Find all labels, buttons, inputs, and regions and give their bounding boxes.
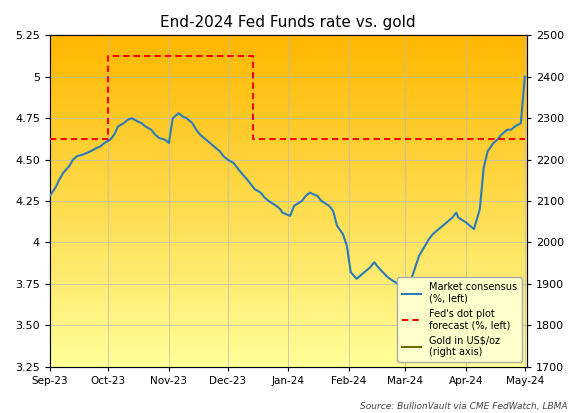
Title: End-2024 Fed Funds rate vs. gold: End-2024 Fed Funds rate vs. gold [160, 15, 416, 30]
Text: Source: BullionVault via CME FedWatch, LBMA: Source: BullionVault via CME FedWatch, L… [360, 402, 567, 411]
Legend: Market consensus
(%, left), Fed's dot plot
forecast (%, left), Gold in US$/oz
(r: Market consensus (%, left), Fed's dot pl… [397, 278, 522, 362]
